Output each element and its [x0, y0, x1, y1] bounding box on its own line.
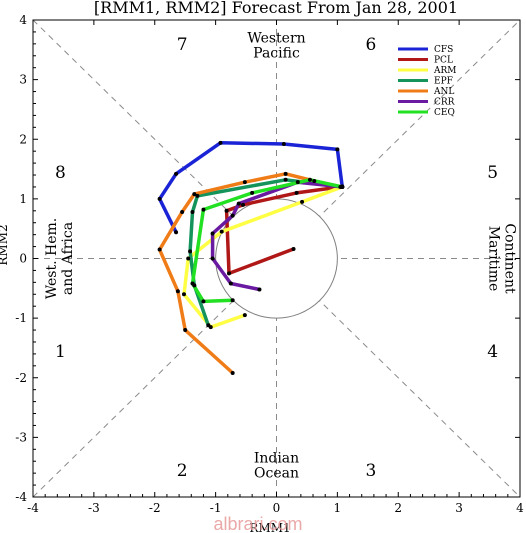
- data-point-cfs: [174, 171, 179, 176]
- data-point-ceq: [340, 184, 345, 189]
- x-axis-label: RMM1: [249, 521, 290, 533]
- x-tick-label: 0: [273, 501, 281, 515]
- y-tick-label: -4: [15, 490, 27, 504]
- data-point-epf: [195, 193, 200, 198]
- legend-label-crr: CRR: [434, 98, 455, 108]
- phase-label-5: 5: [487, 163, 498, 183]
- data-point-crr: [230, 213, 235, 218]
- phase-label-3: 3: [365, 461, 376, 481]
- phase-label-6: 6: [365, 35, 376, 55]
- data-point-ceq: [250, 190, 255, 195]
- y-tick-label: -1: [15, 311, 27, 325]
- data-point-crr: [210, 256, 215, 261]
- data-point-anl: [192, 192, 197, 197]
- data-point-anl: [242, 180, 247, 185]
- region-label-left-2: and Africa: [60, 222, 76, 295]
- data-point-crr: [228, 281, 233, 286]
- data-point-epf: [190, 209, 195, 214]
- data-point-cfs: [335, 147, 340, 152]
- data-point-ceq: [201, 207, 206, 212]
- data-point-pcl: [291, 246, 296, 251]
- data-point-ceq: [201, 299, 206, 304]
- data-point-arm: [242, 313, 247, 318]
- y-axis-label: RMM2: [0, 224, 10, 265]
- data-point-pcl: [224, 208, 229, 213]
- phase-label-4: 4: [487, 342, 498, 362]
- data-point-arm: [186, 256, 191, 261]
- chart-title: [RMM1, RMM2] Forecast From Jan 28, 2001: [94, 0, 458, 17]
- legend-label-anl: ANL: [433, 87, 454, 97]
- x-tick-label: -4: [27, 501, 39, 515]
- x-tick-label: -3: [88, 501, 100, 515]
- data-point-pcl: [241, 202, 246, 207]
- region-label-left: West. Hem.: [44, 218, 60, 299]
- region-label-bottom: Indian: [254, 450, 299, 466]
- data-point-epf: [188, 249, 193, 254]
- legend-label-ceq: CEQ: [434, 108, 455, 118]
- data-point-ceq: [230, 298, 235, 303]
- data-point-crr: [210, 231, 215, 236]
- legend-label-epf: EPF: [434, 77, 453, 87]
- x-tick-label: 2: [394, 501, 402, 515]
- series-line-anl: [157, 172, 344, 375]
- legend-label-arm: ARM: [433, 66, 457, 76]
- data-point-pcl: [227, 271, 232, 276]
- data-point-anl: [180, 209, 185, 214]
- data-point-cfs: [281, 142, 286, 147]
- x-tick-label: 4: [516, 501, 524, 515]
- data-point-anl: [183, 328, 188, 333]
- region-label-bottom-2: Ocean: [254, 465, 299, 481]
- data-point-anl: [230, 370, 235, 375]
- data-point-epf: [283, 177, 288, 182]
- region-label-right: Maritime: [486, 226, 502, 292]
- x-tick-label: 1: [334, 501, 342, 515]
- y-tick-label: -2: [15, 371, 27, 385]
- data-point-cfs: [174, 230, 179, 235]
- legend-label-cfs: CFS: [434, 45, 453, 55]
- anti-diagonal-line: [32, 19, 521, 498]
- x-tick-label: 3: [455, 501, 463, 515]
- y-tick-label: 2: [19, 132, 27, 146]
- phase-label-8: 8: [55, 163, 66, 183]
- data-point-cfs: [157, 196, 162, 201]
- data-point-pcl: [294, 190, 299, 195]
- x-tick-label: -2: [149, 501, 161, 515]
- region-label-top: Western: [247, 31, 305, 47]
- phase-label-1: 1: [55, 342, 66, 362]
- data-point-anl: [312, 178, 317, 183]
- legend-label-pcl: PCL: [434, 56, 453, 66]
- data-point-cfs: [218, 140, 223, 145]
- region-label-top-2: Pacific: [253, 46, 300, 62]
- y-tick-label: 1: [19, 192, 27, 206]
- data-point-arm: [181, 292, 186, 297]
- data-point-arm: [300, 199, 305, 204]
- data-point-arm: [219, 229, 224, 234]
- x-tick-label: -1: [210, 501, 222, 515]
- watermark: albrari.com: [213, 514, 302, 533]
- data-point-ceq: [190, 281, 195, 286]
- y-tick-label: -3: [15, 430, 27, 444]
- data-point-anl: [283, 171, 288, 176]
- data-point-ceq: [307, 177, 312, 182]
- data-point-anl: [157, 247, 162, 252]
- y-tick-label: 3: [19, 73, 27, 87]
- data-point-anl: [175, 289, 180, 294]
- phase-label-7: 7: [177, 35, 188, 55]
- data-point-crr: [295, 180, 300, 185]
- data-point-crr: [236, 201, 241, 206]
- diagonal-line: [32, 19, 521, 498]
- data-point-crr: [257, 287, 262, 292]
- phase-label-2: 2: [177, 461, 188, 481]
- y-tick-label: 0: [19, 252, 27, 266]
- y-tick-label: 4: [19, 13, 27, 27]
- data-point-epf: [206, 323, 211, 328]
- region-label-right-2: Continent: [502, 223, 518, 294]
